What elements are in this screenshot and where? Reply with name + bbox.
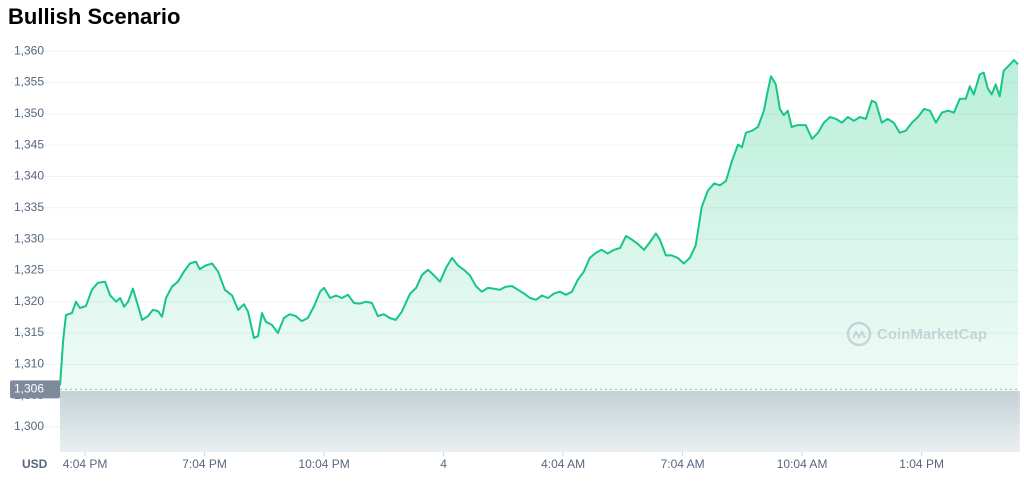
x-tick-label: 4:04 AM xyxy=(541,457,585,471)
y-tick-label: 1,350 xyxy=(14,106,44,120)
y-tick-label: 1,325 xyxy=(14,263,44,277)
y-tick-label: 1,320 xyxy=(14,294,44,308)
y-tick-label: 1,345 xyxy=(14,137,44,151)
watermark-text: CoinMarketCap xyxy=(877,326,987,343)
chart-title: Bullish Scenario xyxy=(8,4,180,29)
watermark: CoinMarketCap xyxy=(846,321,987,347)
y-tick-label: 1,340 xyxy=(14,169,44,183)
x-tick-label: 7:04 AM xyxy=(661,457,705,471)
y-tick-label: 1,360 xyxy=(14,43,44,57)
x-tick-label: 4 xyxy=(440,457,447,471)
y-tick-label: 1,330 xyxy=(14,231,44,245)
reference-tag xyxy=(10,380,60,399)
x-tick-label: 4:04 PM xyxy=(63,457,108,471)
reference-label: 1,306 xyxy=(14,382,44,396)
x-tick-label: 10:04 PM xyxy=(298,457,349,471)
x-tick-label: 10:04 AM xyxy=(777,457,828,471)
currency-label: USD xyxy=(22,457,48,471)
price-line xyxy=(59,59,1019,386)
y-tick-label: 1,335 xyxy=(14,200,44,214)
x-tick-label: 1:04 PM xyxy=(899,457,944,471)
price-area xyxy=(60,60,1018,452)
y-tick-label: 1,315 xyxy=(14,325,44,339)
plot xyxy=(59,59,1019,452)
y-tick-label: 1,300 xyxy=(14,419,44,433)
x-tick-label: 7:04 PM xyxy=(182,457,227,471)
y-tick-label: 1,310 xyxy=(14,357,44,371)
y-tick-label: 1,355 xyxy=(14,75,44,89)
